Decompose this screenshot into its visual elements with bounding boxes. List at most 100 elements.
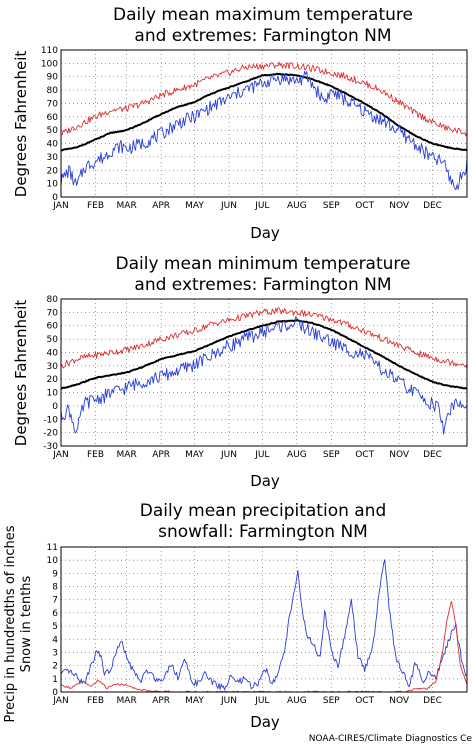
max-temp-month-label: NOV: [389, 201, 410, 211]
min-temp-y-tick-label: -10: [43, 415, 58, 425]
max-temp-series-low: [60, 70, 468, 191]
min-temp-grid: [61, 299, 467, 446]
min-temp-y-tick-label: 80: [47, 295, 59, 305]
min-temp-series-low: [60, 316, 468, 435]
precip-panel: Daily mean precipitation and snowfall: F…: [3, 501, 468, 731]
max-temp-y-axis-label: Degrees Fahrenheit: [12, 51, 30, 198]
max-temp-y-tick-label: 110: [41, 46, 58, 56]
precip-y-tick-label: 2: [52, 662, 58, 672]
precip-month-label: DEC: [423, 696, 442, 706]
min-temp-month-label: JUN: [220, 450, 237, 460]
max-temp-month-label: MAY: [185, 201, 204, 211]
min-temp-month-label: JAN: [52, 450, 68, 460]
min-temp-panel: Daily mean minimum temperature and extre…: [12, 254, 468, 490]
max-temp-y-tick-label: 60: [47, 113, 59, 123]
precip-title-line2: snowfall: Farmington NM: [158, 522, 368, 542]
min-temp-series-mean: [60, 319, 468, 390]
max-temp-month-label: JAN: [52, 201, 68, 211]
min-temp-y-tick-label: 50: [47, 335, 59, 345]
precip-series-snow: [60, 600, 468, 693]
max-temp-month-label: JUL: [254, 201, 269, 211]
max-temp-y-tick-label: 20: [47, 166, 59, 176]
min-temp-month-label: MAY: [185, 450, 204, 460]
precip-month-label: FEB: [87, 696, 104, 706]
max-temp-month-label: AUG: [287, 201, 307, 211]
precip-y-tick-label: 0: [52, 688, 58, 698]
precip-series-precip: [60, 559, 468, 691]
precip-x-axis-label: Day: [250, 713, 280, 731]
max-temp-y-tick-label: 30: [47, 153, 59, 163]
precip-y-ticks: 0 1 2 3 4 5 6 7 8 9 10 11: [47, 543, 59, 698]
min-temp-y-tick-label: 60: [47, 322, 59, 332]
max-temp-month-label: MAR: [117, 201, 137, 211]
min-temp-title-line2: and extremes: Farmington NM: [134, 275, 391, 295]
precip-month-label: MAY: [185, 696, 204, 706]
precip-month-label: JAN: [52, 696, 68, 706]
max-temp-series-high: [60, 61, 468, 137]
precip-month-label: JUN: [220, 696, 237, 706]
max-temp-title-line1: Daily mean maximum temperature: [113, 5, 413, 25]
precip-y-axis-label-line1: Precip in hundredths of inches: [3, 525, 18, 722]
precip-title-line1: Daily mean precipitation and: [140, 501, 387, 521]
precip-y-axis-label-line2: Snow in tenths: [19, 575, 34, 672]
min-temp-y-tick-label: 0: [52, 402, 58, 412]
min-temp-plot-frame: [60, 298, 468, 447]
max-temp-month-label: SEP: [323, 201, 340, 211]
precip-month-label: NOV: [389, 696, 410, 706]
max-temp-month-label: FEB: [87, 201, 104, 211]
max-temp-series: [60, 61, 468, 191]
min-temp-x-axis-label: Day: [250, 472, 280, 490]
min-temp-month-label: OCT: [355, 450, 374, 460]
min-temp-month-label: APR: [152, 450, 170, 460]
precip-y-tick-label: 10: [47, 556, 59, 566]
min-temp-y-tick-label: -30: [43, 442, 58, 452]
precip-y-tick-label: 4: [52, 635, 58, 645]
min-temp-month-label: NOV: [389, 450, 410, 460]
max-temp-y-tick-label: 90: [47, 73, 59, 83]
min-temp-y-tick-label: -20: [43, 429, 58, 439]
max-temp-grid: [61, 50, 467, 197]
max-temp-y-tick-label: 80: [47, 86, 59, 96]
min-temp-series-high: [60, 307, 468, 369]
precip-y-tick-label: 5: [52, 622, 58, 632]
max-temp-x-axis-label: Day: [250, 224, 280, 242]
min-temp-title-line1: Daily mean minimum temperature: [116, 254, 411, 274]
max-temp-y-tick-label: 100: [41, 59, 58, 69]
max-temp-y-ticks: 0 10 20 30 40 50 60 70 80 90 100 110: [41, 46, 58, 203]
max-temp-month-label: DEC: [423, 201, 442, 211]
precip-grid: [61, 547, 467, 692]
max-temp-month-label: JUN: [220, 201, 237, 211]
precip-y-tick-label: 8: [52, 583, 58, 593]
precip-month-label: MAR: [117, 696, 137, 706]
max-temp-plot-frame: [60, 49, 468, 198]
precip-y-tick-label: 9: [52, 569, 58, 579]
min-temp-y-tick-label: 10: [47, 389, 59, 399]
min-temp-y-ticks: -30 -20 -10 0 10 20 30 40 50 60 70 80: [43, 295, 58, 452]
max-temp-y-tick-label: 10: [47, 180, 59, 190]
precip-y-tick-label: 7: [52, 596, 58, 606]
min-temp-y-axis-label: Degrees Fahrenheit: [12, 300, 30, 447]
precip-plot-frame: [60, 546, 468, 693]
min-temp-month-label: AUG: [287, 450, 307, 460]
min-temp-month-label: JUL: [254, 450, 269, 460]
max-temp-y-tick-label: 70: [47, 99, 59, 109]
max-temp-y-tick-label: 50: [47, 126, 59, 136]
precip-month-label: APR: [152, 696, 170, 706]
min-temp-y-tick-label: 20: [47, 375, 59, 385]
min-temp-y-tick-label: 70: [47, 308, 59, 318]
min-temp-x-ticks: JAN FEB MAR APR MAY JUN JUL AUG SEP OCT NOV DEC: [52, 450, 442, 460]
credit-text: NOAA-CIRES/Climate Diagnostics Ce: [309, 734, 472, 744]
min-temp-month-label: SEP: [323, 450, 340, 460]
precip-month-label: SEP: [323, 696, 340, 706]
precip-month-label: JUL: [254, 696, 269, 706]
max-temp-title-line2: and extremes: Farmington NM: [134, 26, 391, 46]
max-temp-month-label: APR: [152, 201, 170, 211]
precip-y-tick-label: 3: [52, 648, 58, 658]
max-temp-y-tick-label: 0: [52, 193, 58, 203]
precip-month-label: OCT: [355, 696, 374, 706]
max-temp-panel: Daily mean maximum temperature and extre…: [12, 5, 468, 242]
precip-y-tick-label: 11: [47, 543, 58, 553]
min-temp-series: [60, 307, 468, 435]
min-temp-y-tick-label: 30: [47, 362, 59, 372]
